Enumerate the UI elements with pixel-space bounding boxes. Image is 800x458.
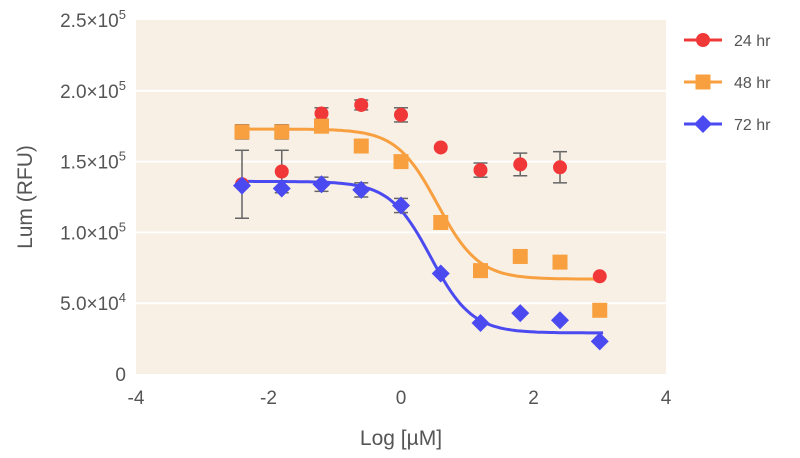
y-tick-label: 1.0×105 — [60, 219, 126, 244]
legend-label: 48 hr — [734, 75, 771, 92]
data-point-72hr — [272, 179, 291, 198]
data-point-48hr — [393, 154, 409, 170]
data-point-24hr — [513, 157, 528, 172]
y-tick-label: 2.5×105 — [60, 7, 126, 32]
data-point-24hr — [696, 33, 710, 47]
data-point-72hr — [431, 264, 450, 283]
data-point-48hr — [512, 248, 528, 264]
data-point-24hr — [354, 97, 369, 112]
y-tick-label: 0 — [115, 365, 126, 386]
x-tick-label: -2 — [260, 388, 277, 409]
legend-label: 24 hr — [734, 33, 771, 50]
data-point-24hr — [394, 107, 408, 122]
data-point-48hr — [473, 263, 488, 279]
fit-curve-72hr — [238, 179, 604, 335]
data-point-72hr — [511, 304, 530, 323]
legend-label: 72 hr — [734, 117, 771, 134]
data-point-48hr — [695, 74, 711, 90]
data-point-72hr — [471, 314, 490, 333]
data-point-24hr — [274, 164, 289, 179]
data-point-48hr — [592, 302, 608, 318]
data-point-72hr — [392, 196, 410, 215]
data-point-48hr — [274, 124, 290, 140]
data-point-72hr — [233, 176, 251, 195]
data-point-24hr — [473, 163, 488, 178]
data-point-24hr — [314, 106, 329, 121]
x-tick-label: 2 — [528, 388, 539, 409]
data-point-48hr — [552, 254, 568, 270]
y-tick-label: 5.0×104 — [60, 290, 126, 315]
data-point-72hr — [352, 180, 371, 199]
data-point-48hr — [353, 138, 369, 154]
data-point-72hr — [694, 115, 712, 133]
y-tick-label: 2.0×105 — [60, 78, 126, 103]
data-point-48hr — [314, 118, 329, 134]
legend: 24 hr 48 hr 72 hr — [684, 33, 771, 134]
data-point-72hr — [590, 332, 609, 351]
x-tick-label: 0 — [396, 388, 407, 409]
data-point-72hr — [551, 311, 569, 330]
x-tick-label: 4 — [661, 388, 672, 409]
x-tick-label: -4 — [128, 388, 145, 409]
data-point-72hr — [312, 175, 331, 194]
data-point-24hr — [433, 140, 448, 155]
y-axis-label: Lum (RFU) — [14, 145, 37, 249]
data-point-24hr — [592, 269, 607, 284]
data-point-48hr — [433, 214, 449, 230]
y-tick-label: 1.5×105 — [60, 149, 126, 174]
fit-curve-48hr — [238, 127, 604, 281]
data-point-48hr — [234, 124, 250, 140]
x-axis-label: Log [µM] — [360, 427, 442, 450]
data-point-24hr — [553, 160, 567, 175]
